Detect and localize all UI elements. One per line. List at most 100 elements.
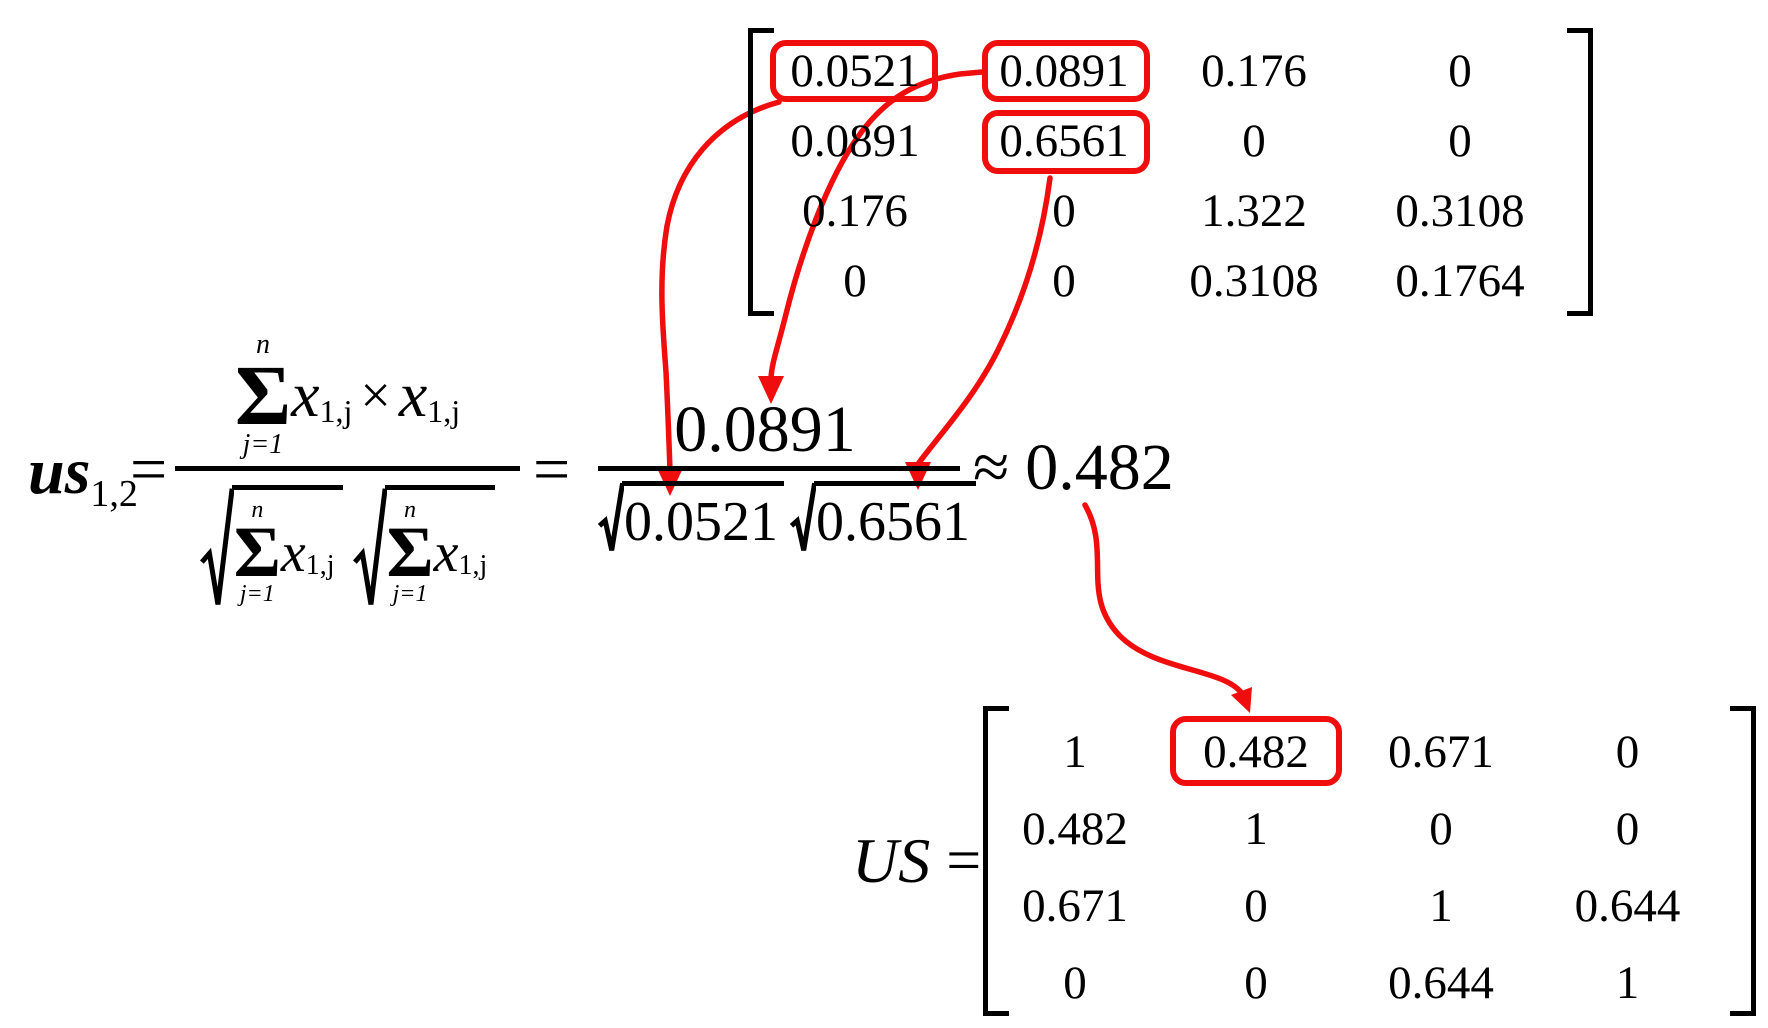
sum-upper-limit: n (404, 496, 417, 523)
formula-lhs: us 1,2 (28, 435, 138, 514)
x-term: x (280, 521, 306, 584)
matrix-cell: 1 (1429, 880, 1453, 932)
radical-sign-icon (200, 485, 234, 609)
sum-upper-limit: n (255, 329, 270, 361)
us-label: US (852, 825, 931, 896)
x-term-subscript: 1,j (427, 393, 461, 429)
lhs-subscript: 1,2 (90, 473, 138, 515)
radical-sign-icon (790, 481, 816, 553)
matrix-cell: 0 (1429, 803, 1453, 855)
matrix-cell: 0 (1244, 957, 1268, 1009)
equals-glyph: = (533, 433, 571, 506)
radicand: n Σ j=1 x 1,j (231, 484, 343, 609)
matrix-cell: 0.0521 (790, 45, 920, 97)
summation: n Σ j=1 (234, 329, 292, 461)
us-matrix-left-bracket (983, 706, 1009, 1016)
sum-lower-limit: j=1 (392, 581, 428, 608)
matrix-cell: 0.671 (1022, 880, 1128, 932)
symbolic-numerator: n Σ j=1 x 1,j × x 1,j (175, 324, 520, 466)
matrix-cell: 0 (843, 255, 867, 307)
x-term-subscript: 1,j (305, 549, 335, 581)
matrix-cell: 0.1764 (1395, 255, 1525, 307)
matrix-cell: 0.0891 (999, 45, 1129, 97)
highlight-box-0891 (982, 40, 1150, 102)
radicand: n Σ j=1 x 1,j (384, 484, 496, 609)
matrix-cell: 0.671 (1388, 726, 1494, 778)
matrix-cell: 0 (1242, 115, 1266, 167)
numerator-value: 0.0891 (674, 393, 856, 466)
highlight-box-result (1170, 716, 1342, 786)
top-matrix-right-bracket (1567, 28, 1593, 316)
highlight-box-6561 (982, 110, 1150, 174)
radicand: 0.0521 (622, 480, 784, 553)
matrix-cell: 0 (1615, 726, 1640, 778)
matrix-cell: 0.6561 (999, 115, 1129, 167)
us-matrix: 1 0.482 0.671 0 0.482 1 0 0 0.671 0 1 0.… (1000, 714, 1735, 1022)
matrix-cell: 1.322 (1201, 185, 1307, 237)
matrix-cell: 0.3108 (1395, 185, 1525, 237)
equals-sign-2: = (533, 437, 570, 503)
result-value: 0.482 (1025, 431, 1174, 504)
lhs-symbol: us (28, 435, 91, 508)
matrix-cell: 0 (1615, 803, 1640, 855)
radical: 0.0521 (598, 480, 784, 553)
radical-sign-icon (353, 485, 387, 609)
sigma-symbol: Σ (386, 511, 434, 592)
us-matrix-label: US = (852, 829, 981, 893)
matrix-cell: 0.644 (1388, 957, 1494, 1009)
radical: n Σ j=1 x 1,j (353, 484, 496, 609)
summation: n Σ j=1 (386, 496, 434, 608)
equals-glyph: = (130, 433, 168, 506)
radical-sign-icon (598, 481, 624, 553)
x-term: x (291, 359, 320, 430)
equals-sign-1: = (130, 437, 167, 503)
fraction-bar (175, 466, 520, 471)
arrow-result-to-us-matrix (1082, 502, 1246, 698)
numeric-fraction: 0.0891 0.0521 0.6561 (598, 394, 976, 563)
numeric-denominator: 0.0521 0.6561 (598, 471, 976, 563)
fraction-bar (598, 466, 960, 471)
approx-sign: ≈ (973, 431, 1010, 504)
formula-result: ≈ 0.482 (973, 435, 1174, 501)
sigma-symbol: Σ (233, 511, 281, 592)
matrix-cell: 0.176 (1201, 45, 1307, 97)
matrix-cell: 0.0891 (790, 115, 920, 167)
matrix-cell: 0 (1063, 957, 1087, 1009)
matrix-cell: 0 (1244, 880, 1268, 932)
radical: 0.6561 (790, 480, 976, 553)
us-matrix-right-bracket (1730, 706, 1756, 1016)
top-matrix-left-bracket (748, 28, 774, 316)
summation: n Σ j=1 (233, 496, 281, 608)
equals-glyph: = (946, 827, 982, 895)
x-term-subscript: 1,j (458, 549, 488, 581)
matrix-cell: 0.644 (1574, 880, 1681, 932)
sum-lower-limit: j=1 (239, 581, 275, 608)
matrix-cell: 0 (1052, 255, 1076, 307)
matrix-cell: 1 (1063, 726, 1087, 778)
matrix-cell: 0 (1052, 185, 1076, 237)
arrowhead-result (1231, 687, 1252, 713)
matrix-cell: 0 (1448, 45, 1472, 97)
matrix-cell: 0.482 (1022, 803, 1128, 855)
numeric-numerator: 0.0891 (584, 394, 946, 466)
sigma-symbol: Σ (234, 346, 292, 443)
symbolic-denominator: n Σ j=1 x 1,j n Σ j=1 x 1,j (175, 471, 520, 623)
x-term: x (433, 521, 459, 584)
matrix-cell: 0.482 (1203, 726, 1309, 778)
sum-lower-limit: j=1 (242, 429, 284, 461)
matrix-cell: 0.3108 (1189, 255, 1319, 307)
matrix-cell: 1 (1615, 957, 1640, 1009)
sum-upper-limit: n (251, 496, 264, 523)
symbolic-fraction: n Σ j=1 x 1,j × x 1,j n Σ j=1 x 1, (175, 324, 520, 623)
source-matrix: 0.0521 0.0891 0.176 0 0.0891 0.6561 0 0 … (760, 36, 1590, 316)
radical: n Σ j=1 x 1,j (200, 484, 343, 609)
x-term-subscript: 1,j (319, 393, 353, 429)
matrix-cell: 1 (1244, 803, 1268, 855)
highlight-box-0521 (770, 40, 938, 102)
radicand: 0.6561 (814, 480, 976, 553)
matrix-cell: 0.176 (802, 185, 908, 237)
multiplication-sign: × (360, 365, 391, 425)
x-term: x (398, 359, 428, 430)
matrix-cell: 0 (1448, 115, 1472, 167)
